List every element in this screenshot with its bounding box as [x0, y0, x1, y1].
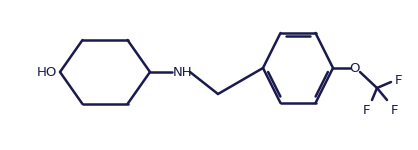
Text: HO: HO: [37, 66, 57, 78]
Text: F: F: [363, 104, 371, 117]
Text: NH: NH: [173, 66, 193, 78]
Text: F: F: [395, 74, 403, 87]
Text: O: O: [350, 61, 360, 75]
Text: F: F: [391, 104, 398, 117]
